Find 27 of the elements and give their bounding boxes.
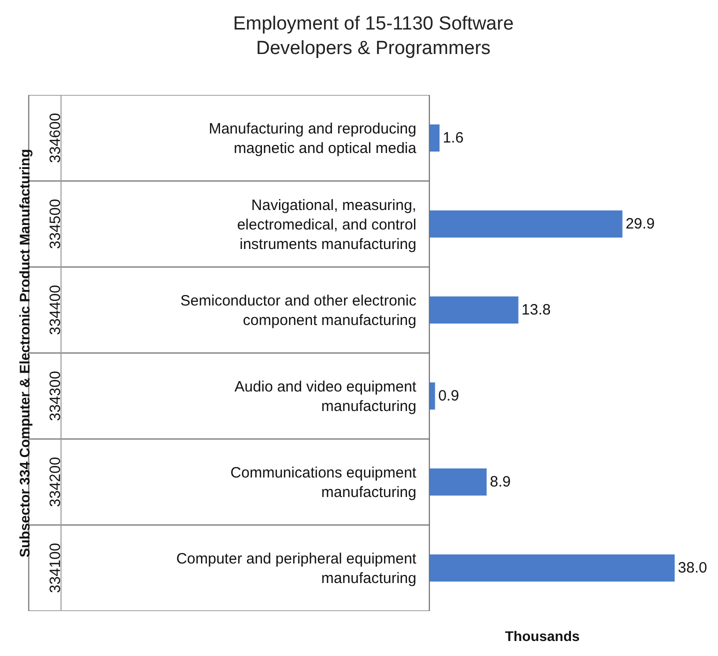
text: 334200	[47, 456, 64, 508]
text: 334500	[47, 198, 64, 250]
y-tick-label: Communications equipment manufacturing	[230, 464, 418, 501]
text: Subsector 334 Computer & Electronic Product Manufacturing	[16, 148, 32, 558]
chart-title: Employment of 15-1130 Software Developers & Programmers	[233, 14, 514, 60]
text: 334300	[47, 370, 64, 422]
bar	[429, 124, 440, 152]
data-label: 13.8	[522, 302, 551, 318]
data-label: 8.9	[490, 474, 511, 490]
y-tick-label: Manufacturing and reproducing magnetic and optical media	[208, 120, 418, 157]
bar	[429, 210, 623, 238]
data-label: 29.9	[626, 216, 655, 232]
data-label: 0.9	[438, 388, 460, 404]
text: 334100	[47, 542, 64, 594]
data-label: 1.6	[442, 130, 464, 146]
bar	[429, 554, 676, 582]
x-axis-title: Thousands	[505, 628, 580, 644]
y-tick-label: Computer and peripheral equipment manufacturing	[176, 550, 418, 587]
y-tick-label: Semiconductor and other electronic component manufacturing	[180, 292, 417, 329]
y-tick-label: Navigational, measuring, electromedical, and control instruments manufacturing	[237, 196, 416, 253]
bar	[429, 468, 488, 496]
data-label: 38.0	[678, 560, 708, 576]
bar	[429, 296, 519, 324]
text: 334600	[47, 112, 64, 164]
bar	[429, 382, 436, 410]
y-tick-label: Audio and video equipment manufacturing	[234, 378, 418, 415]
text: 334400	[47, 284, 64, 336]
